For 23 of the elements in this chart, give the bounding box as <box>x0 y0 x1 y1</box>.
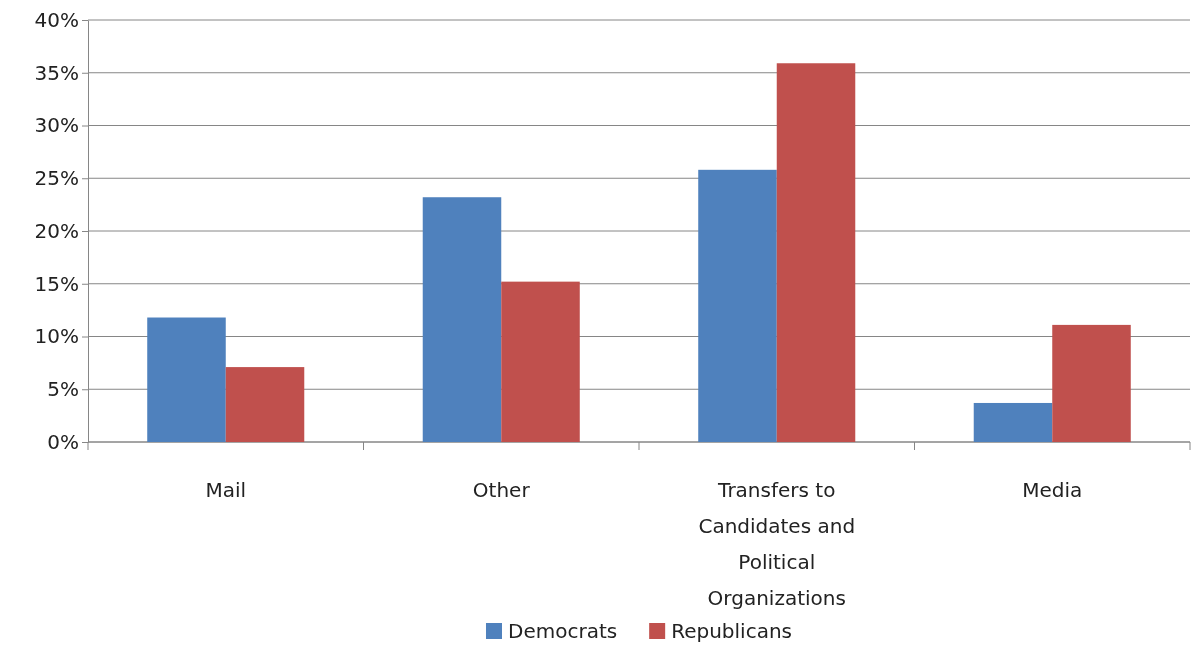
y-tick-label: 30% <box>34 113 79 138</box>
x-tick-label: Media <box>1022 478 1083 502</box>
y-tick-label: 10% <box>34 324 79 349</box>
bar <box>698 169 777 442</box>
legend-label: Democrats <box>507 619 618 643</box>
legend-label: Republicans <box>671 619 793 643</box>
bar <box>776 63 856 442</box>
y-tick-label: 20% <box>34 218 79 243</box>
bar <box>422 197 502 442</box>
y-tick-label: 0% <box>47 429 79 454</box>
y-tick-label: 40% <box>34 7 79 32</box>
x-tick-label: Other <box>472 478 531 502</box>
bar <box>225 367 305 442</box>
bar <box>1052 324 1131 442</box>
bar <box>501 281 580 442</box>
bar <box>973 402 1053 442</box>
x-tick-label: Transfers to Candidates and Political Organizations <box>698 478 856 610</box>
x-tick-label: Mail <box>205 478 247 502</box>
y-tick-label: 5% <box>47 377 79 402</box>
y-tick-label: 15% <box>34 271 79 296</box>
y-tick-label: 25% <box>34 166 79 191</box>
bar <box>147 317 226 442</box>
y-tick-label: 35% <box>34 60 79 85</box>
